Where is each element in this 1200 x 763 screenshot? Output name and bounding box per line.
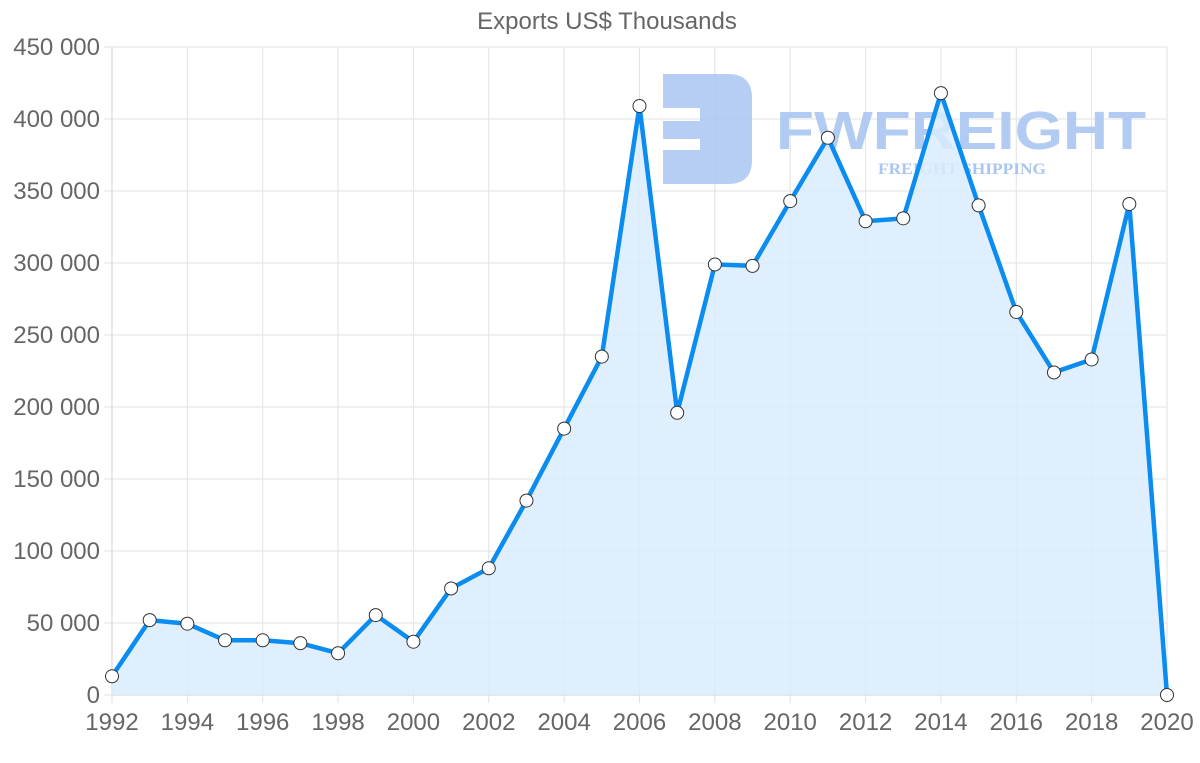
y-tick-label: 50 000 bbox=[27, 610, 100, 637]
x-tick-label: 2008 bbox=[688, 709, 741, 736]
x-tick-label: 2006 bbox=[613, 709, 666, 736]
x-tick-label: 1998 bbox=[311, 709, 364, 736]
y-tick-label: 200 000 bbox=[13, 394, 100, 421]
y-tick-label: 300 000 bbox=[13, 250, 100, 277]
y-tick-label: 0 bbox=[87, 682, 100, 709]
data-point-marker[interactable] bbox=[444, 581, 459, 596]
watermark-logo: FWFREIGHT FREIGHT SHIPPING bbox=[663, 74, 1146, 184]
data-point-marker[interactable] bbox=[594, 349, 609, 364]
x-tick-label: 2012 bbox=[839, 709, 892, 736]
data-point-marker[interactable] bbox=[180, 616, 195, 631]
data-point-marker[interactable] bbox=[368, 608, 383, 623]
data-point-marker[interactable] bbox=[896, 211, 911, 226]
x-tick-label: 2010 bbox=[764, 709, 817, 736]
data-point-marker[interactable] bbox=[1160, 688, 1174, 702]
data-point-marker[interactable] bbox=[557, 421, 572, 436]
y-tick-label: 400 000 bbox=[13, 106, 100, 133]
series-area-fill bbox=[112, 93, 1167, 696]
chart-title: Exports US$ Thousands bbox=[477, 8, 737, 35]
data-point-marker[interactable] bbox=[858, 214, 873, 229]
data-point-marker[interactable] bbox=[1084, 352, 1099, 367]
x-tick-label: 1992 bbox=[85, 709, 138, 736]
data-point-marker[interactable] bbox=[820, 130, 835, 145]
data-point-marker[interactable] bbox=[971, 198, 986, 213]
data-point-marker[interactable] bbox=[218, 633, 233, 648]
x-tick-label: 2014 bbox=[914, 709, 967, 736]
data-point-marker[interactable] bbox=[142, 613, 157, 628]
data-point-marker[interactable] bbox=[255, 633, 270, 648]
y-tick-label: 100 000 bbox=[13, 538, 100, 565]
data-point-marker[interactable] bbox=[632, 99, 647, 114]
data-point-marker[interactable] bbox=[783, 194, 798, 209]
y-tick-label: 450 000 bbox=[13, 34, 100, 61]
data-point-marker[interactable] bbox=[519, 493, 534, 508]
x-tick-label: 2000 bbox=[387, 709, 440, 736]
x-tick-label: 1996 bbox=[236, 709, 289, 736]
x-tick-label: 1994 bbox=[161, 709, 214, 736]
data-point-marker[interactable] bbox=[1046, 365, 1061, 380]
data-point-marker[interactable] bbox=[745, 258, 760, 273]
data-point-marker[interactable] bbox=[331, 646, 346, 661]
data-point-marker[interactable] bbox=[406, 634, 421, 649]
y-tick-label: 150 000 bbox=[13, 466, 100, 493]
x-tick-label: 2004 bbox=[537, 709, 590, 736]
y-tick-label: 250 000 bbox=[13, 322, 100, 349]
y-tick-label: 350 000 bbox=[13, 178, 100, 205]
data-point-marker[interactable] bbox=[105, 669, 119, 684]
x-tick-label: 2016 bbox=[990, 709, 1043, 736]
x-tick-label: 2020 bbox=[1140, 709, 1193, 736]
data-point-marker[interactable] bbox=[933, 86, 948, 101]
x-tick-label: 2002 bbox=[462, 709, 515, 736]
fwfreight-logo-icon bbox=[663, 74, 752, 184]
x-tick-label: 2018 bbox=[1065, 709, 1118, 736]
data-point-markers bbox=[105, 86, 1174, 702]
y-axis: 0 50 000 100 000 150 000 200 000 250 000 300 0… bbox=[13, 34, 100, 709]
data-point-marker[interactable] bbox=[1122, 196, 1137, 211]
data-point-marker[interactable] bbox=[481, 561, 496, 576]
data-point-marker[interactable] bbox=[707, 257, 722, 272]
data-point-marker[interactable] bbox=[670, 405, 685, 420]
data-point-marker[interactable] bbox=[293, 636, 308, 651]
x-axis: 1992 1994 1996 1998 2000 2002 2004 2006 2008 2010… bbox=[85, 709, 1193, 736]
data-point-marker[interactable] bbox=[1009, 304, 1024, 319]
